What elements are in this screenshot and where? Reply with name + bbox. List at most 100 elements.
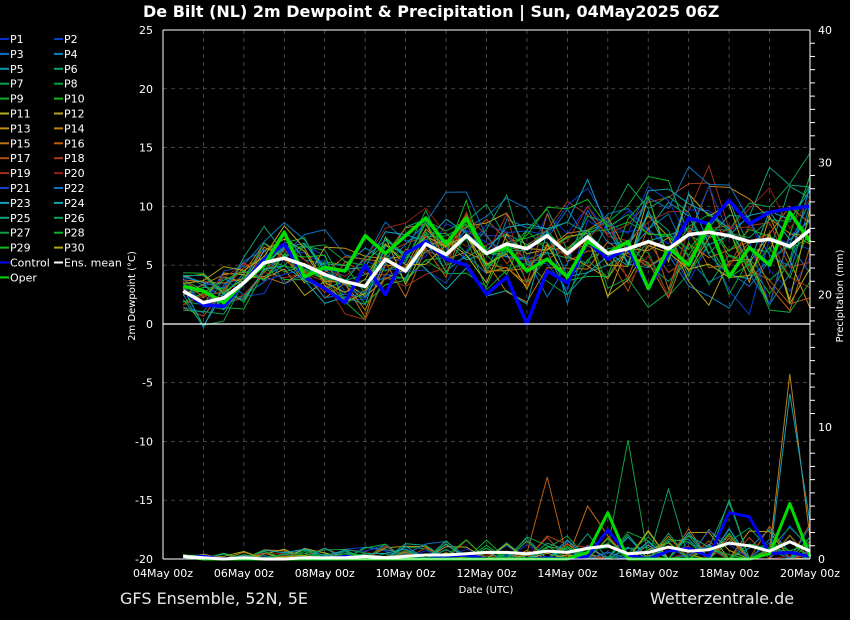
member-precip-p23 bbox=[183, 393, 811, 560]
legend-label: P20 bbox=[64, 167, 85, 180]
legend-label: P28 bbox=[64, 227, 85, 240]
legend-label: P17 bbox=[10, 152, 31, 165]
x-tick-label: 20May 00z bbox=[780, 567, 840, 580]
legend-item-p21: P21 bbox=[0, 182, 31, 195]
legend-label: Control bbox=[10, 257, 50, 270]
legend-item-p22: P22 bbox=[54, 182, 85, 195]
legend-label: P7 bbox=[10, 78, 24, 91]
y-tick-label: -5 bbox=[142, 377, 153, 390]
legend-item-p24: P24 bbox=[54, 197, 85, 210]
legend-item-p10: P10 bbox=[54, 93, 85, 106]
legend-label: P24 bbox=[64, 197, 85, 210]
member-line-p16 bbox=[183, 212, 811, 317]
legend-item-p25: P25 bbox=[0, 212, 31, 225]
y2-tick-label: 10 bbox=[818, 421, 832, 434]
legend-label: P16 bbox=[64, 137, 85, 150]
legend-label: P26 bbox=[64, 212, 85, 225]
member-line-p22 bbox=[183, 165, 811, 299]
legend-label: P10 bbox=[64, 93, 85, 106]
y2-tick-labels: 40 30 20 10 0 bbox=[818, 24, 832, 566]
x-tick-label: 10May 00z bbox=[376, 567, 436, 580]
member-line-p24 bbox=[182, 188, 811, 327]
legend-label: P14 bbox=[64, 122, 85, 135]
legend-item-p16: P16 bbox=[54, 137, 85, 150]
legend-label: P1 bbox=[10, 33, 24, 46]
member-precip-p29 bbox=[183, 530, 811, 560]
x-tick-label: 18May 00z bbox=[699, 567, 759, 580]
legend-item-p20: P20 bbox=[54, 167, 85, 180]
legend-item-p12: P12 bbox=[54, 108, 85, 121]
legend-item-p27: P27 bbox=[0, 227, 31, 240]
legend-label: P8 bbox=[64, 78, 78, 91]
y2-tick-label: 20 bbox=[818, 289, 832, 302]
legend-item-p7: P7 bbox=[0, 78, 24, 91]
legend-item-control: Control bbox=[0, 257, 50, 270]
x-tick-label: 08May 00z bbox=[295, 567, 355, 580]
legend-item-p4: P4 bbox=[54, 48, 78, 61]
y-tick-label: 15 bbox=[139, 142, 153, 155]
legend-label: P25 bbox=[10, 212, 31, 225]
ens-mean-dewpoint-line bbox=[182, 228, 812, 305]
footer-source: GFS Ensemble, 52N, 5E bbox=[120, 589, 308, 608]
legend-label: P22 bbox=[64, 182, 85, 195]
y2-tick-label: 30 bbox=[818, 156, 832, 169]
legend-item-p11: P11 bbox=[0, 108, 31, 121]
legend-item-p6: P6 bbox=[54, 63, 78, 76]
legend-label: P18 bbox=[64, 152, 85, 165]
y-tick-label: -20 bbox=[135, 553, 153, 566]
legend-label: P2 bbox=[64, 33, 78, 46]
legend-label: P23 bbox=[10, 197, 31, 210]
legend-label: P4 bbox=[64, 48, 78, 61]
y-tick-label: 0 bbox=[146, 318, 153, 331]
legend-item-p18: P18 bbox=[54, 152, 85, 165]
legend-label: P15 bbox=[10, 137, 31, 150]
legend: P1 P2 P3 P4 P5 P6 P7 P8 P9 P10 P11 P12 P13 P14 P15 P16 P… bbox=[0, 33, 122, 284]
legend-label: P19 bbox=[10, 167, 31, 180]
legend-label: P30 bbox=[64, 242, 85, 255]
legend-label: P6 bbox=[64, 63, 78, 76]
legend-label: Oper bbox=[10, 271, 37, 284]
legend-item-p3: P3 bbox=[0, 48, 24, 61]
legend-item-ens-mean: Ens. mean bbox=[54, 257, 122, 270]
y-tick-label: -15 bbox=[135, 494, 153, 507]
legend-label: P21 bbox=[10, 182, 31, 195]
member-precip-p9 bbox=[183, 531, 811, 560]
legend-label: P13 bbox=[10, 122, 31, 135]
legend-item-p28: P28 bbox=[54, 227, 85, 240]
x-tick-label: 12May 00z bbox=[456, 567, 516, 580]
legend-item-p13: P13 bbox=[0, 122, 31, 135]
x-tick-labels: 04May 00z 06May 00z 08May 00z 10May 00z 12Ma… bbox=[133, 567, 840, 580]
legend-label: P29 bbox=[10, 242, 31, 255]
legend-item-p29: P29 bbox=[0, 242, 31, 255]
legend-item-p15: P15 bbox=[0, 137, 31, 150]
member-line-p19 bbox=[182, 164, 811, 321]
member-precip-p21 bbox=[183, 529, 810, 560]
y2-axis-label: Precipitation (mm) bbox=[835, 249, 846, 342]
legend-item-p5: P5 bbox=[0, 63, 24, 76]
x-tick-label: 14May 00z bbox=[537, 567, 597, 580]
y-tick-label: 20 bbox=[139, 83, 153, 96]
x-tick-label: 06May 00z bbox=[214, 567, 274, 580]
chart-title: De Bilt (NL) 2m Dewpoint & Precipitation… bbox=[143, 2, 719, 22]
legend-item-p8: P8 bbox=[54, 78, 78, 91]
legend-item-p9: P9 bbox=[0, 93, 24, 106]
legend-item-p17: P17 bbox=[0, 152, 31, 165]
legend-item-p14: P14 bbox=[54, 122, 85, 135]
x-axis-label: Date (UTC) bbox=[459, 585, 514, 596]
legend-item-p23: P23 bbox=[0, 197, 31, 210]
control-dewpoint-line bbox=[182, 198, 811, 326]
legend-item-p2: P2 bbox=[54, 33, 78, 46]
footer-site: Wetterzentrale.de bbox=[650, 589, 794, 608]
x-tick-label: 04May 00z bbox=[133, 567, 193, 580]
member-line-p15 bbox=[183, 205, 811, 319]
y-tick-labels: 25 20 15 10 5 0 -5 -10 -15 -20 bbox=[135, 24, 153, 566]
y2-tick-label: 40 bbox=[818, 24, 832, 37]
y-tick-label: 5 bbox=[146, 259, 153, 272]
member-line-p21 bbox=[182, 184, 811, 308]
legend-label: P12 bbox=[64, 108, 85, 121]
y-tick-label: -10 bbox=[135, 435, 153, 448]
x-tick-label: 16May 00z bbox=[618, 567, 678, 580]
legend-label: P11 bbox=[10, 108, 31, 121]
legend-item-p1: P1 bbox=[0, 33, 24, 46]
